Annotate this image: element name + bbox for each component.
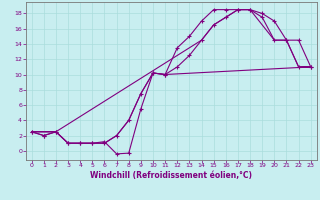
X-axis label: Windchill (Refroidissement éolien,°C): Windchill (Refroidissement éolien,°C)	[90, 171, 252, 180]
